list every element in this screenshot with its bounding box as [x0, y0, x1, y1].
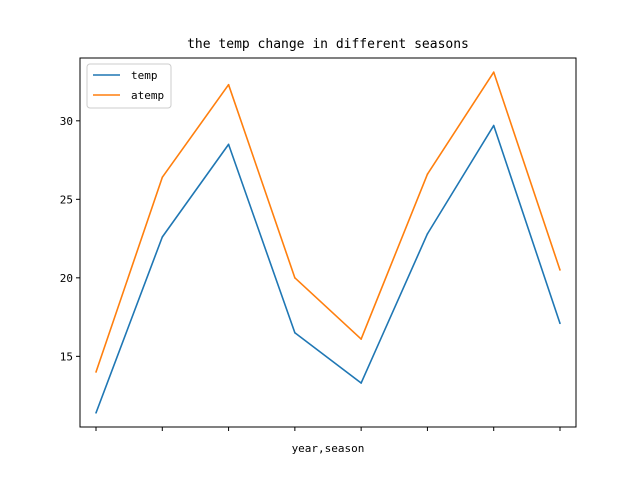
- data-point-temp: [360, 382, 362, 384]
- data-point-atemp: [492, 71, 495, 73]
- data-point-atemp: [426, 173, 429, 175]
- data-point-atemp: [559, 269, 561, 271]
- data-point-atemp: [161, 176, 164, 179]
- y-tick-label: 25: [60, 193, 73, 206]
- data-point-temp: [426, 233, 429, 235]
- data-point-temp: [294, 331, 296, 334]
- data-point-temp: [227, 143, 230, 146]
- y-axis: 15 20 25 30: [60, 115, 80, 363]
- y-tick-label: 15: [60, 350, 73, 363]
- legend-label-atemp: atemp: [131, 89, 164, 102]
- data-point-atemp: [227, 83, 230, 86]
- data-point-temp: [95, 412, 97, 414]
- series-layer: [95, 71, 561, 414]
- data-point-atemp: [294, 277, 296, 279]
- y-tick-label: 20: [60, 272, 73, 285]
- data-point-temp: [559, 322, 561, 325]
- plot-frame: [79, 57, 577, 428]
- x-axis-label: year,season: [292, 442, 365, 455]
- y-tick-label: 30: [60, 115, 73, 128]
- series-line-temp: [95, 124, 561, 414]
- chart-title: the temp change in different seasons: [187, 37, 469, 52]
- data-point-temp: [161, 236, 164, 238]
- data-point-atemp: [360, 338, 362, 340]
- data-point-temp: [492, 124, 495, 127]
- legend-label-temp: temp: [131, 69, 158, 82]
- data-point-atemp: [95, 371, 97, 373]
- plot-area: [79, 57, 577, 428]
- x-axis: [95, 427, 561, 431]
- series-line-atemp: [95, 71, 561, 373]
- legend: temp atemp: [86, 63, 172, 109]
